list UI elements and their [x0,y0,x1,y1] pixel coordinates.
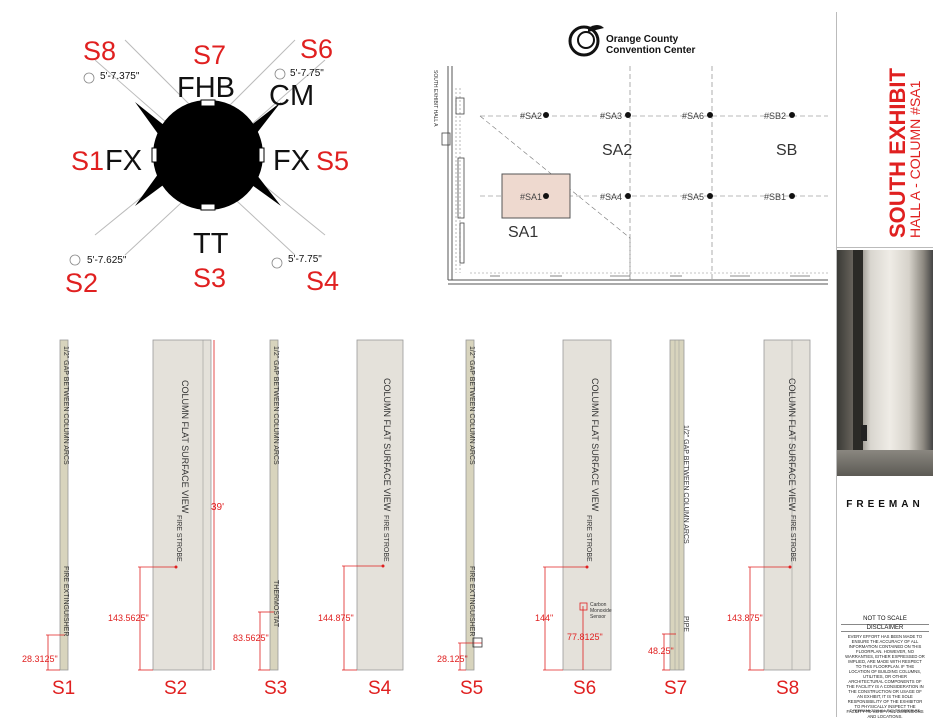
copyright: © FREEMAN 2019 ALL RIGHTS RESERVED [849,709,921,713]
strip-label-s4: S4 [368,678,392,699]
occc-logo-icon [568,25,604,57]
logo-line1: Orange County [606,34,679,45]
s1-gap-text: 1/2" GAP BETWEEN COLUMN ARCS [62,346,69,465]
column-label-sa5: #SA5 [682,192,705,202]
elevation-strips: 1/2" GAP BETWEEN COLUMN ARCS FIRE EXTING… [0,330,836,724]
column-label-sa3: #SA3 [600,111,623,121]
column-label-sa6: #SA6 [682,111,705,121]
s7-dim: 48.25" [648,646,674,656]
floorplan-svg [441,66,828,285]
occc-logo: Orange County Convention Center [566,22,726,62]
logo-line2: Convention Center [606,45,696,56]
s6-dim: 144" [535,613,554,623]
floorplan: Orange County Convention Center [430,18,830,298]
column-label-sb2: #SB2 [764,111,787,121]
zone-label-sa2: SA2 [602,142,633,159]
strip-label-s6: S6 [573,678,597,699]
key-feature-tt: TT [193,228,229,260]
key-feature-fhb: FHB [177,72,235,104]
disclaimer-title: DISCLAIMER [841,624,929,632]
column-key-diagram: S8 5'-7.375" S7 FHB S6 5'-7.75" CM S1 FX… [55,30,385,300]
strip-label-s1: S1 [52,678,76,699]
s3-gap-text: 1/2" GAP BETWEEN COLUMN ARCS [272,346,279,465]
s7-gap-text: 1/2" GAP BETWEEN COLUMN ARCS [682,425,689,544]
strip-label-s5: S5 [460,678,484,699]
key-label-s7: S7 [193,40,227,70]
strip-label-s8: S8 [776,678,800,699]
s8-item-text: FIRE STROBE [789,515,796,562]
key-label-s3: S3 [193,263,227,293]
s2-dim: 143.5625" [108,613,149,623]
s4-dim: 144.875" [318,613,354,623]
s6-co-sensor-label: Carbon Monoxide Sensor [590,602,612,620]
column-key-svg [69,39,326,269]
key-dim-s4: 5'-7.75" [288,254,322,265]
column-label-sa2: #SA2 [520,111,543,121]
column-label-sb1: #SB1 [764,192,787,202]
key-label-s2: S2 [65,268,99,298]
key-feature-cm: CM [269,80,315,112]
key-label-s5: S5 [316,146,350,176]
key-feature-fx-right: FX [273,145,311,177]
zone-label-sa1: SA1 [508,224,539,241]
s3-dim: 83.5625" [233,633,269,643]
title-sidebar: SOUTH EXHIBIT HALL A - COLUMN #SA1 FREEM… [836,12,933,719]
column-photo [837,250,933,476]
sidebar-title-block: SOUTH EXHIBIT HALL A - COLUMN #SA1 [837,12,933,248]
sidebar-subtitle: HALL A - COLUMN #SA1 [907,80,923,238]
freeman-logo: FREEMAN [846,499,924,510]
s4-item-text: FIRE STROBE [382,515,389,562]
s6-item-text: FIRE STROBE [585,515,592,562]
strips-svg [46,339,811,671]
s2-height: 39' [211,502,225,513]
s1-dim: 28.3125" [22,654,58,664]
s8-dim: 143.875" [727,613,763,623]
key-label-s6: S6 [300,34,334,64]
column-label-sa4: #SA4 [600,192,623,202]
s5-gap-text: 1/2" GAP BETWEEN COLUMN ARCS [468,346,475,465]
s5-dim: 28.125" [437,654,468,664]
disclaimer-text: EVERY EFFORT HAS BEEN MADE TO ENSURE THE… [845,634,925,719]
s1-item-text: FIRE EXTINGUISHER [62,566,69,637]
key-dim-s6: 5'-7.75" [290,68,324,79]
column-circle [153,100,263,210]
column-label-sa1: #SA1 [520,192,543,202]
key-label-s8: S8 [83,36,117,66]
s2-title: COLUMN FLAT SURFACE VIEW [180,380,190,514]
key-feature-fx-left: FX [105,145,143,177]
zone-label-sb: SB [776,142,798,159]
key-dim-s2: 5'-7.625" [87,255,127,266]
hall-wall-label: SOUTH EXHIBIT HALL A [432,70,438,127]
s5-item-text: FIRE EXTINGUISHER [468,566,475,637]
key-dim-s8: 5'-7.375" [100,71,140,82]
s8-title: COLUMN FLAT SURFACE VIEW [787,378,797,512]
s6-title: COLUMN FLAT SURFACE VIEW [590,378,600,512]
sa1-highlight [501,173,571,219]
s2-item-text: FIRE STROBE [175,515,182,562]
scale-note: NOT TO SCALE [863,616,907,622]
strip-label-s3: S3 [264,678,288,699]
s3-item-text: THERMOSTAT [272,580,279,628]
strip-label-s2: S2 [164,678,188,699]
s6-dim2: 77.8125" [567,632,603,642]
strip-label-s7: S7 [664,678,688,699]
key-label-s1: S1 [71,146,105,176]
key-label-s4: S4 [306,266,340,296]
s7-item-text: PIPE [682,616,689,632]
s4-title: COLUMN FLAT SURFACE VIEW [382,378,392,512]
